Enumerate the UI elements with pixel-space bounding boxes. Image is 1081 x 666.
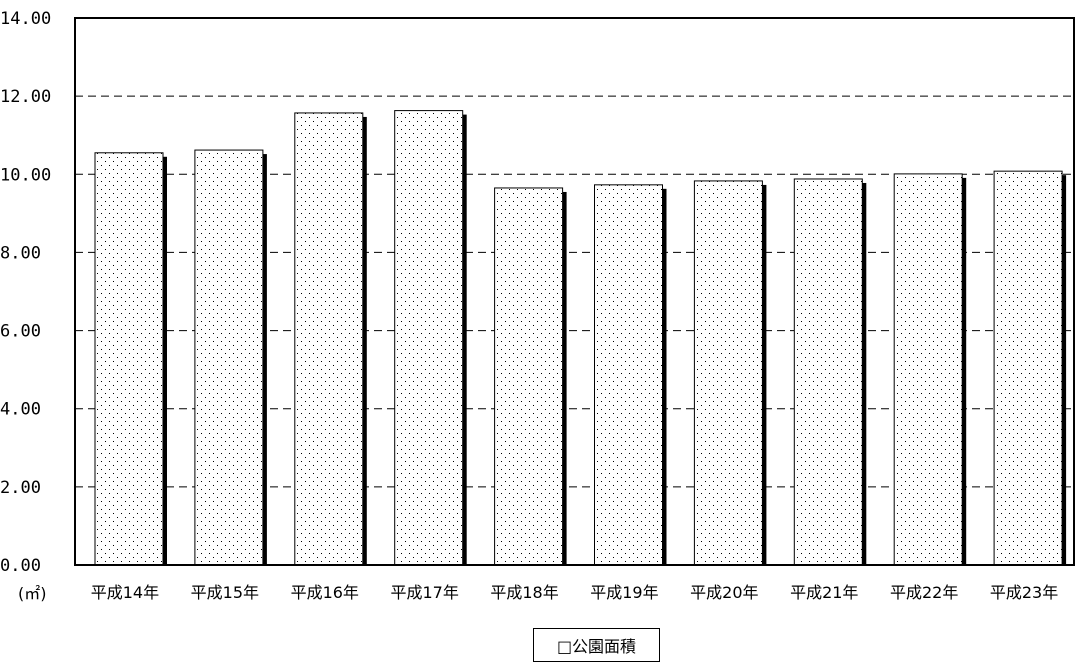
legend: □公園面積	[533, 628, 660, 662]
bars	[94, 110, 1067, 566]
y-tick-label: 6.00	[0, 322, 41, 342]
bar	[993, 170, 1063, 566]
y-tick-label: 4.00	[0, 400, 41, 420]
x-category-label: 平成21年	[790, 583, 858, 602]
y-tick-label: 2.00	[0, 478, 41, 498]
bar	[94, 152, 164, 566]
y-tick-label: 14.00	[0, 9, 51, 29]
bar	[594, 184, 663, 566]
x-category-label: 平成17年	[390, 583, 458, 602]
x-category-label: 平成14年	[91, 583, 159, 602]
bar	[793, 178, 863, 566]
x-category-label: 平成15年	[191, 583, 259, 602]
x-category-label: 平成20年	[690, 583, 758, 602]
x-axis-labels: 平成14年 平成15年 平成16年 平成17年 平成18年 平成19年 平成20年 平成21年…	[91, 583, 1058, 602]
bar	[394, 110, 464, 566]
x-category-label: 平成18年	[490, 583, 558, 602]
x-category-label: 平成22年	[890, 583, 958, 602]
bar	[893, 173, 963, 566]
y-tick-label: 8.00	[0, 243, 41, 263]
plot-area-border	[74, 17, 1075, 566]
y-axis-unit: (㎡)	[18, 584, 47, 603]
legend-label: □公園面積	[556, 637, 637, 656]
x-category-label: 平成23年	[990, 583, 1058, 602]
y-tick-label: 0.00	[0, 556, 41, 576]
bar	[294, 112, 364, 566]
x-category-label: 平成19年	[590, 583, 658, 602]
bar	[194, 149, 264, 566]
bar	[494, 187, 564, 566]
y-axis-ticks: 0.00 2.00 4.00 6.00 8.00 10.00 12.00 14.00	[0, 9, 51, 576]
y-tick-label: 10.00	[0, 165, 51, 185]
y-tick-label: 12.00	[0, 87, 51, 107]
x-category-label: 平成16年	[291, 583, 359, 602]
bar	[693, 180, 763, 566]
